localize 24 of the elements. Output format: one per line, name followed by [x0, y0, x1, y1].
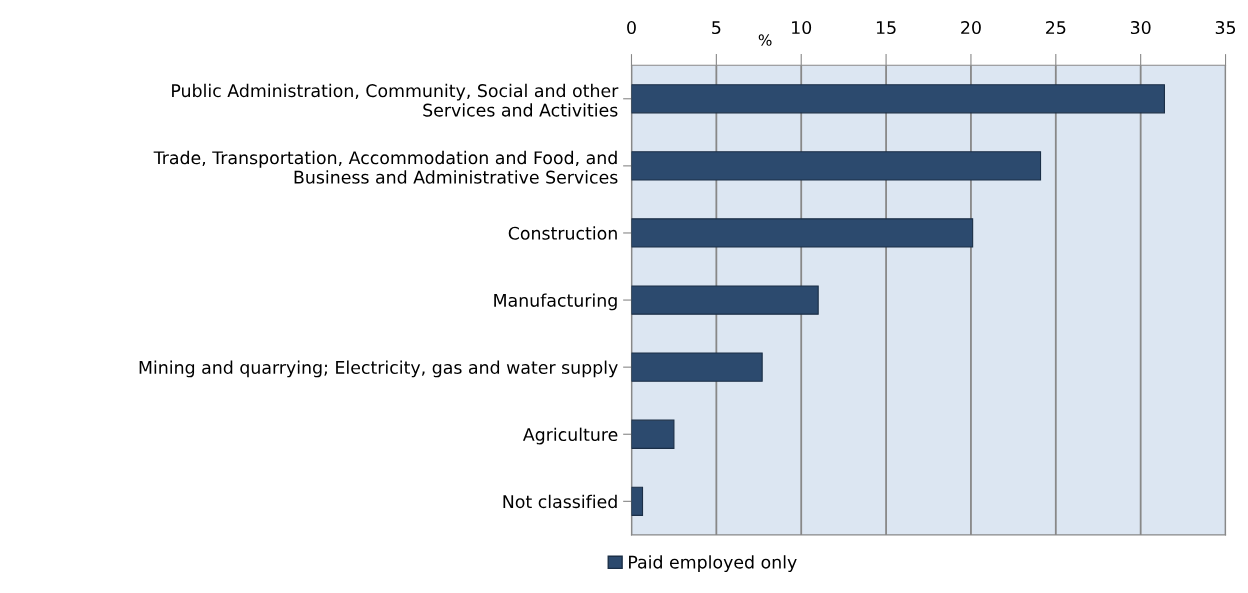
x-tick-label: 5	[712, 21, 721, 35]
x-tick-label: 0	[627, 20, 636, 35]
x-axis-title: %	[758, 34, 772, 46]
bar	[631, 84, 1165, 114]
legend-label: Paid employed only	[629, 555, 797, 573]
bar	[631, 352, 763, 382]
bar	[631, 151, 1042, 181]
x-tick-label: 35	[1215, 20, 1236, 35]
y-tick-label: Agriculture	[522, 427, 618, 445]
y-tick-label: Trade, Transportation, Accommodation and Food, and Business and Administrative Services	[153, 150, 618, 184]
x-tick-label: 20	[961, 20, 981, 35]
y-tick-label: Mining and quarrying; Electricity, gas and water supply	[139, 360, 618, 378]
bar	[631, 486, 644, 516]
x-tick-label: 15	[876, 21, 896, 35]
y-tick-label: Not classified	[503, 494, 617, 509]
y-tick-label: Public Administration, Community, Social and other Services and Activities	[172, 83, 619, 117]
y-tick-label: Manufacturing	[494, 293, 617, 311]
x-tick-label: 30	[1130, 20, 1151, 35]
bar	[631, 419, 675, 449]
bar	[631, 218, 974, 248]
x-tick-label: 25	[1046, 20, 1066, 35]
bar	[631, 285, 819, 315]
x-tick-label: 10	[792, 20, 812, 35]
y-tick-label: Construction	[508, 226, 617, 240]
